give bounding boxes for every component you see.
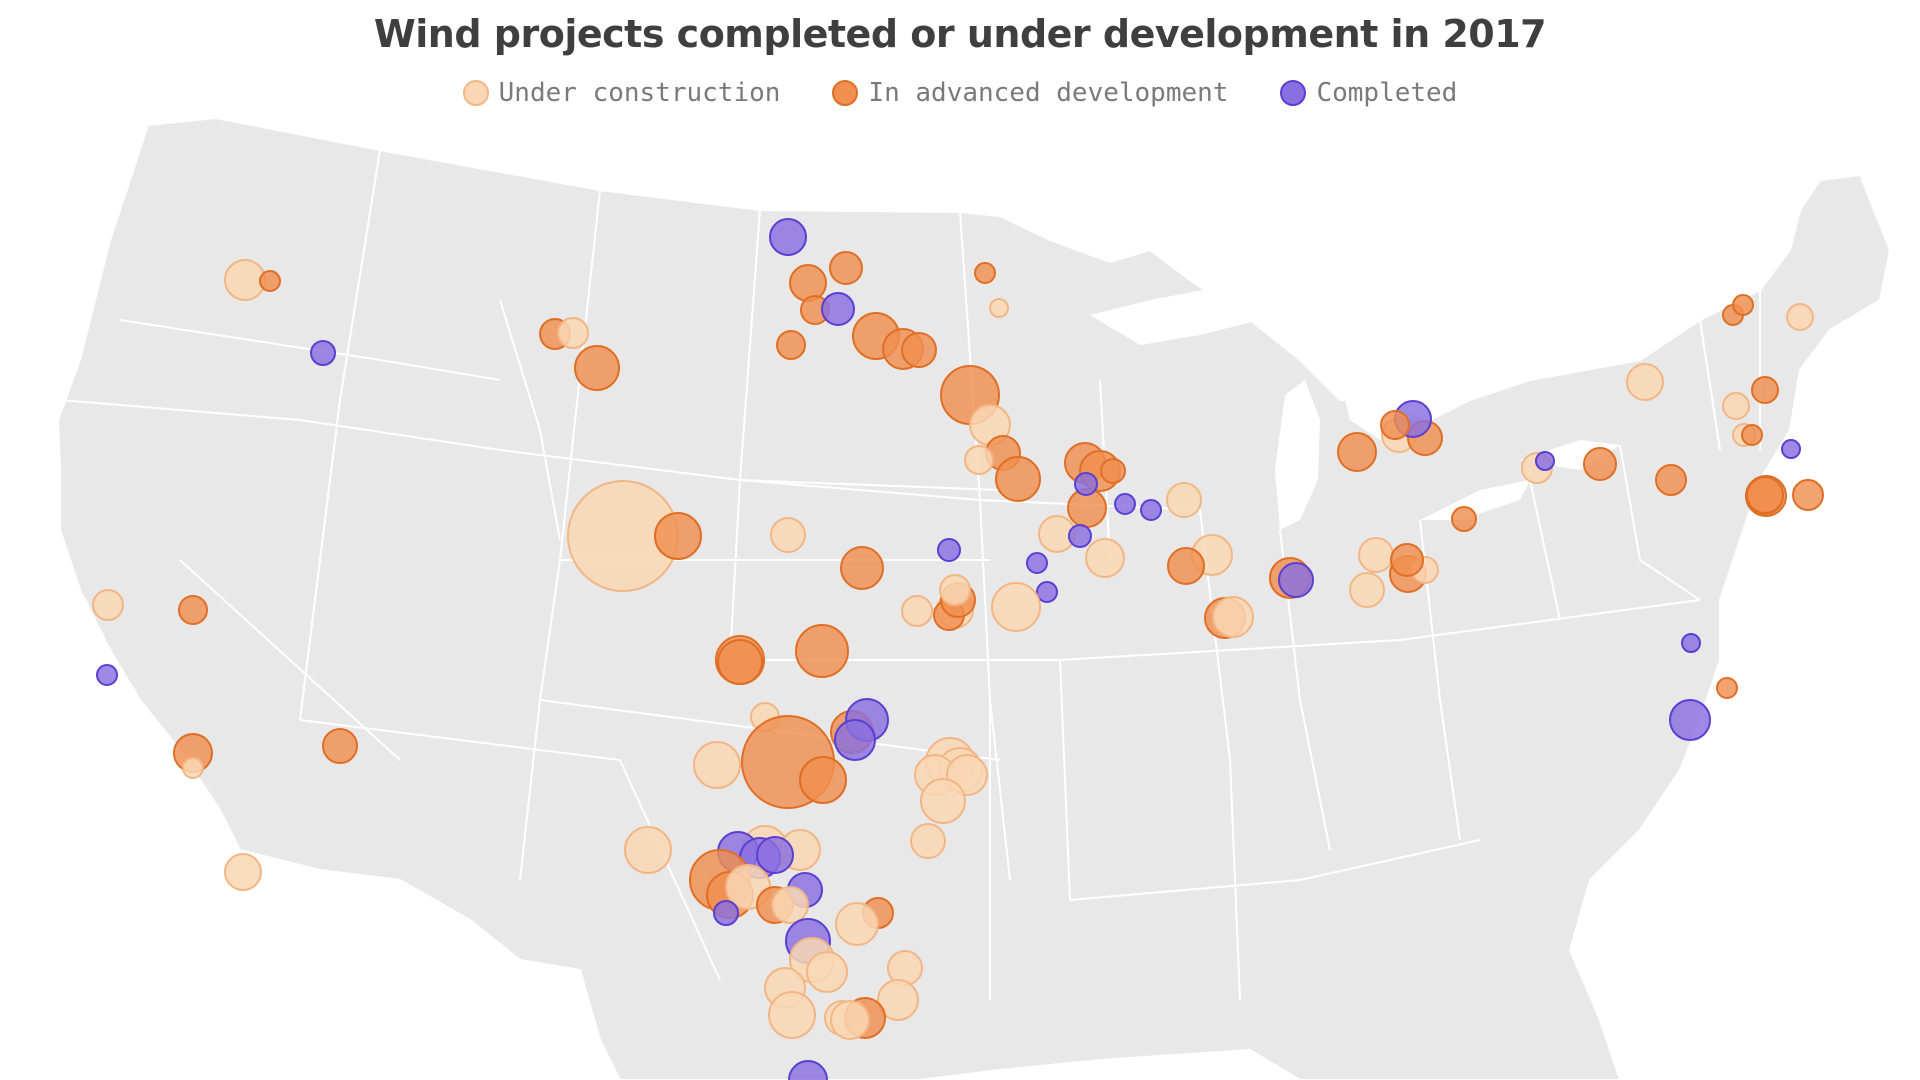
advanced-development-bubble <box>840 546 884 590</box>
under-construction-bubble <box>224 853 262 891</box>
under-construction-bubble <box>224 259 266 301</box>
completed-bubble <box>821 292 855 326</box>
advanced-development-bubble <box>974 262 996 284</box>
completed-bubble <box>1278 562 1314 598</box>
completed-bubble <box>310 340 336 366</box>
completed-bubble <box>1026 552 1048 574</box>
completed-bubble <box>769 218 807 256</box>
under-construction-bubble <box>1085 538 1125 578</box>
legend-item-under-construction: Under construction <box>462 78 781 108</box>
under-construction-bubble <box>624 826 672 874</box>
advanced-development-bubble <box>1337 432 1377 472</box>
state-borders <box>59 149 1761 1001</box>
advanced-development-bubble <box>654 512 702 560</box>
under-construction-bubble <box>1349 572 1385 608</box>
advanced-development-bubble <box>574 345 620 391</box>
advanced-development-bubble <box>1732 294 1754 316</box>
advanced-development-bubble <box>789 264 827 302</box>
advanced-development-bubble <box>1746 476 1784 514</box>
completed-bubble <box>96 664 118 686</box>
advanced-development-bubble <box>717 639 763 685</box>
legend-item-advanced-development: In advanced development <box>832 78 1228 108</box>
legend-swatch-advanced-development <box>832 80 859 106</box>
under-construction-bubble <box>1722 392 1750 420</box>
under-construction-bubble <box>1626 363 1664 401</box>
completed-bubble <box>1036 581 1058 603</box>
lake-erie <box>1420 480 1530 520</box>
under-construction-bubble <box>806 951 848 993</box>
advanced-development-bubble <box>829 251 863 285</box>
completed-bubble <box>1781 439 1801 459</box>
lake-superior <box>1090 285 1300 345</box>
under-construction-bubble <box>768 991 816 1039</box>
advanced-development-bubble <box>995 456 1041 502</box>
legend: Under construction In advanced developme… <box>0 78 1920 108</box>
completed-bubble <box>834 719 876 761</box>
legend-swatch-under-construction <box>462 80 489 106</box>
completed-bubble <box>1681 633 1701 653</box>
advanced-development-bubble <box>1583 447 1617 481</box>
completed-bubble <box>1068 524 1092 548</box>
under-construction-bubble <box>901 595 933 627</box>
under-construction-bubble <box>991 582 1041 632</box>
under-construction-bubble <box>835 902 879 946</box>
under-construction-bubble <box>771 886 809 924</box>
advanced-development-bubble <box>776 330 806 360</box>
completed-bubble <box>1535 451 1555 471</box>
legend-item-completed: Completed <box>1280 78 1457 108</box>
advanced-development-bubble <box>178 595 208 625</box>
advanced-development-bubble <box>1167 547 1205 585</box>
completed-bubble <box>756 836 794 874</box>
under-construction-bubble <box>770 517 806 553</box>
lake-michigan <box>1275 380 1320 530</box>
completed-bubble <box>713 900 739 926</box>
under-construction-bubble <box>920 778 966 824</box>
under-construction-bubble <box>1212 596 1254 638</box>
completed-bubble <box>1114 493 1136 515</box>
advanced-development-bubble <box>901 332 937 368</box>
advanced-development-bubble <box>1380 410 1410 440</box>
legend-label-under-construction: Under construction <box>498 78 781 108</box>
advanced-development-bubble <box>1451 506 1477 532</box>
legend-label-advanced-development: In advanced development <box>868 78 1229 108</box>
under-construction-bubble <box>830 1000 870 1040</box>
advanced-development-bubble <box>795 624 849 678</box>
legend-label-completed: Completed <box>1316 78 1458 108</box>
under-construction-bubble <box>939 574 971 606</box>
advanced-development-bubble <box>1751 376 1779 404</box>
advanced-development-bubble <box>1741 424 1763 446</box>
under-construction-bubble <box>989 298 1009 318</box>
under-construction-bubble <box>693 741 741 789</box>
advanced-development-bubble <box>259 270 281 292</box>
legend-swatch-completed <box>1280 80 1307 106</box>
completed-bubble <box>937 538 961 562</box>
under-construction-bubble <box>557 317 589 349</box>
under-construction-bubble <box>910 823 946 859</box>
completed-bubble <box>1074 472 1098 496</box>
under-construction-bubble <box>877 979 919 1021</box>
under-construction-bubble <box>92 589 124 621</box>
map-title: Wind projects completed or under develop… <box>373 12 1547 56</box>
advanced-development-bubble <box>1792 479 1824 511</box>
completed-bubble <box>1140 499 1162 521</box>
advanced-development-bubble <box>1100 458 1126 484</box>
advanced-development-bubble <box>799 756 847 804</box>
under-construction-bubble <box>1358 537 1394 573</box>
completed-bubble <box>788 1060 828 1080</box>
under-construction-bubble <box>964 445 994 475</box>
under-construction-bubble <box>182 757 204 779</box>
project-bubbles <box>92 218 1824 1080</box>
advanced-development-bubble <box>1655 464 1687 496</box>
completed-bubble <box>1669 699 1711 741</box>
under-construction-bubble <box>1166 482 1202 518</box>
under-construction-bubble <box>1786 303 1814 331</box>
advanced-development-bubble <box>322 728 358 764</box>
advanced-development-bubble <box>1716 677 1738 699</box>
advanced-development-bubble <box>1390 543 1424 577</box>
